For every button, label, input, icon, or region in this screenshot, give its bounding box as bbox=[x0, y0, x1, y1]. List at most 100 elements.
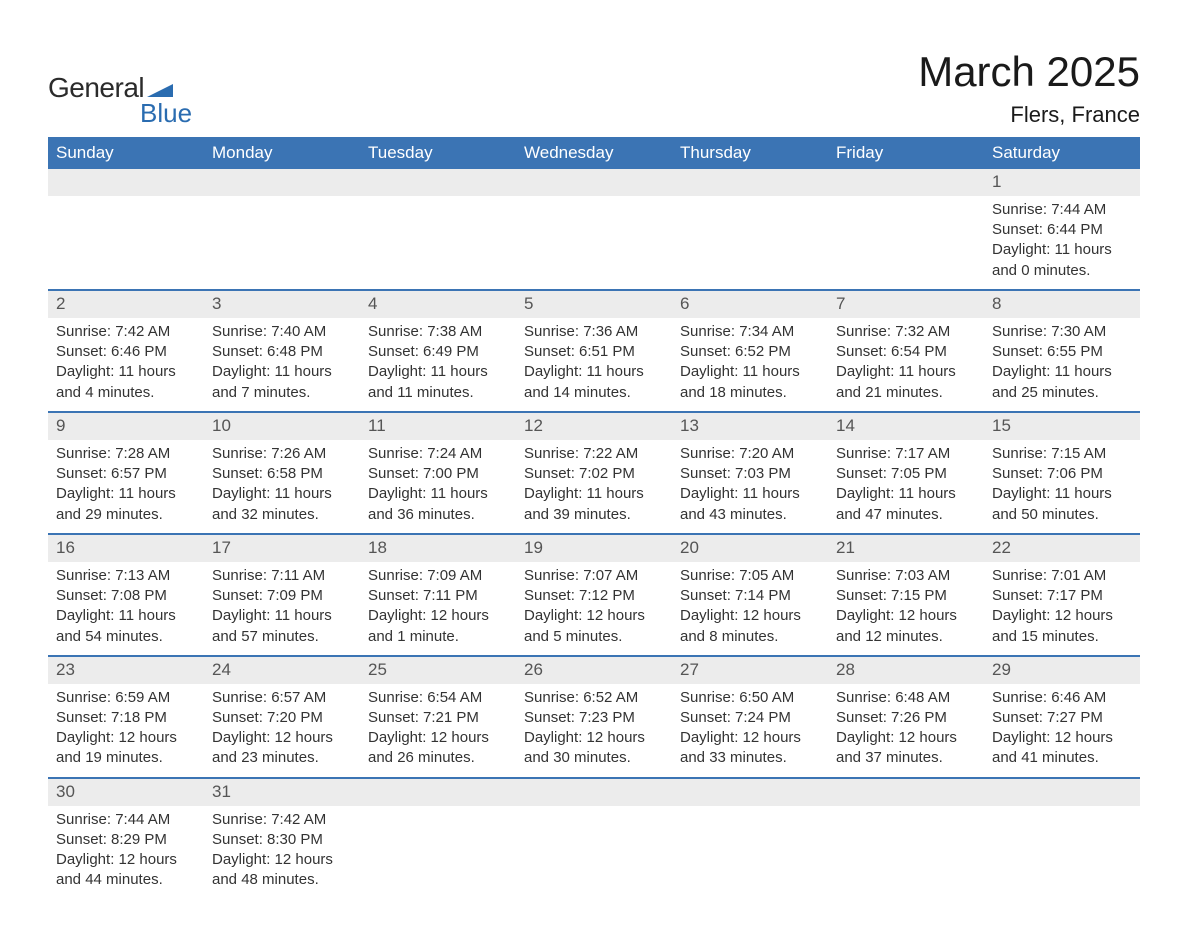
day-cell bbox=[204, 196, 360, 290]
day-detail-line: Daylight: 11 hours and 14 minutes. bbox=[524, 362, 664, 403]
day-number: 9 bbox=[48, 412, 204, 440]
day-cell: Sunrise: 7:11 AMSunset: 7:09 PMDaylight:… bbox=[204, 562, 360, 656]
day-cell: Sunrise: 7:42 AMSunset: 8:30 PMDaylight:… bbox=[204, 806, 360, 899]
day-detail-line: Sunrise: 7:34 AM bbox=[680, 322, 820, 342]
day-number bbox=[828, 778, 984, 806]
day-number bbox=[672, 778, 828, 806]
title-block: March 2025 Flers, France bbox=[918, 48, 1140, 128]
day-detail-line: Sunset: 6:49 PM bbox=[368, 342, 508, 362]
day-detail-line: Daylight: 12 hours and 44 minutes. bbox=[56, 850, 196, 891]
day-number bbox=[48, 169, 204, 196]
day-detail-line: Sunrise: 7:42 AM bbox=[212, 810, 352, 830]
day-number: 24 bbox=[204, 656, 360, 684]
day-detail-line: Daylight: 11 hours and 39 minutes. bbox=[524, 484, 664, 525]
day-number: 1 bbox=[984, 169, 1140, 196]
col-saturday: Saturday bbox=[984, 137, 1140, 169]
day-detail-line: Sunset: 6:54 PM bbox=[836, 342, 976, 362]
day-content-row: Sunrise: 7:13 AMSunset: 7:08 PMDaylight:… bbox=[48, 562, 1140, 656]
day-number bbox=[516, 778, 672, 806]
day-content-row: Sunrise: 7:42 AMSunset: 6:46 PMDaylight:… bbox=[48, 318, 1140, 412]
day-detail-line: Sunrise: 7:07 AM bbox=[524, 566, 664, 586]
day-detail-line: Sunrise: 7:24 AM bbox=[368, 444, 508, 464]
day-detail-line: Sunset: 7:00 PM bbox=[368, 464, 508, 484]
calendar-table: Sunday Monday Tuesday Wednesday Thursday… bbox=[48, 137, 1140, 899]
day-detail-line: Sunrise: 6:46 AM bbox=[992, 688, 1132, 708]
day-detail-line: Sunset: 7:27 PM bbox=[992, 708, 1132, 728]
day-detail-line: Sunrise: 7:22 AM bbox=[524, 444, 664, 464]
day-detail-line: Daylight: 12 hours and 12 minutes. bbox=[836, 606, 976, 647]
day-detail-line: Daylight: 11 hours and 11 minutes. bbox=[368, 362, 508, 403]
day-cell: Sunrise: 7:03 AMSunset: 7:15 PMDaylight:… bbox=[828, 562, 984, 656]
day-cell bbox=[516, 196, 672, 290]
day-number-row: 9101112131415 bbox=[48, 412, 1140, 440]
logo-text-blue: Blue bbox=[140, 98, 192, 129]
day-detail-line: Sunrise: 7:26 AM bbox=[212, 444, 352, 464]
day-number: 17 bbox=[204, 534, 360, 562]
day-cell: Sunrise: 6:50 AMSunset: 7:24 PMDaylight:… bbox=[672, 684, 828, 778]
day-number bbox=[672, 169, 828, 196]
day-detail-line: Daylight: 11 hours and 25 minutes. bbox=[992, 362, 1132, 403]
day-number: 12 bbox=[516, 412, 672, 440]
day-cell: Sunrise: 7:20 AMSunset: 7:03 PMDaylight:… bbox=[672, 440, 828, 534]
day-detail-line: Sunrise: 7:40 AM bbox=[212, 322, 352, 342]
day-detail-line: Sunset: 6:58 PM bbox=[212, 464, 352, 484]
day-number: 25 bbox=[360, 656, 516, 684]
day-cell: Sunrise: 7:36 AMSunset: 6:51 PMDaylight:… bbox=[516, 318, 672, 412]
day-detail-line: Daylight: 11 hours and 0 minutes. bbox=[992, 240, 1132, 281]
day-detail-line: Sunset: 6:46 PM bbox=[56, 342, 196, 362]
day-number bbox=[360, 169, 516, 196]
day-cell: Sunrise: 6:57 AMSunset: 7:20 PMDaylight:… bbox=[204, 684, 360, 778]
day-number: 6 bbox=[672, 290, 828, 318]
col-monday: Monday bbox=[204, 137, 360, 169]
day-number: 4 bbox=[360, 290, 516, 318]
day-detail-line: Sunset: 8:30 PM bbox=[212, 830, 352, 850]
day-cell: Sunrise: 7:15 AMSunset: 7:06 PMDaylight:… bbox=[984, 440, 1140, 534]
day-detail-line: Sunrise: 6:52 AM bbox=[524, 688, 664, 708]
day-detail-line: Sunset: 7:05 PM bbox=[836, 464, 976, 484]
day-number: 19 bbox=[516, 534, 672, 562]
day-detail-line: Sunrise: 7:15 AM bbox=[992, 444, 1132, 464]
day-detail-line: Daylight: 12 hours and 30 minutes. bbox=[524, 728, 664, 769]
day-detail-line: Sunset: 6:52 PM bbox=[680, 342, 820, 362]
logo-text-general: General bbox=[48, 72, 144, 104]
day-detail-line: Sunrise: 7:01 AM bbox=[992, 566, 1132, 586]
day-detail-line: Daylight: 11 hours and 21 minutes. bbox=[836, 362, 976, 403]
day-cell: Sunrise: 7:05 AMSunset: 7:14 PMDaylight:… bbox=[672, 562, 828, 656]
day-detail-line: Sunset: 6:57 PM bbox=[56, 464, 196, 484]
day-cell bbox=[48, 196, 204, 290]
day-detail-line: Sunrise: 7:03 AM bbox=[836, 566, 976, 586]
day-number: 16 bbox=[48, 534, 204, 562]
calendar-header-row: Sunday Monday Tuesday Wednesday Thursday… bbox=[48, 137, 1140, 169]
page-title: March 2025 bbox=[918, 48, 1140, 96]
day-number-row: 16171819202122 bbox=[48, 534, 1140, 562]
day-number bbox=[828, 169, 984, 196]
day-detail-line: Sunset: 7:21 PM bbox=[368, 708, 508, 728]
day-detail-line: Sunset: 6:44 PM bbox=[992, 220, 1132, 240]
col-tuesday: Tuesday bbox=[360, 137, 516, 169]
day-detail-line: Daylight: 11 hours and 43 minutes. bbox=[680, 484, 820, 525]
day-detail-line: Sunset: 8:29 PM bbox=[56, 830, 196, 850]
day-detail-line: Sunset: 7:03 PM bbox=[680, 464, 820, 484]
day-detail-line: Sunrise: 6:48 AM bbox=[836, 688, 976, 708]
day-number: 26 bbox=[516, 656, 672, 684]
day-detail-line: Sunrise: 7:28 AM bbox=[56, 444, 196, 464]
day-number: 8 bbox=[984, 290, 1140, 318]
day-cell: Sunrise: 7:44 AMSunset: 8:29 PMDaylight:… bbox=[48, 806, 204, 899]
day-number: 27 bbox=[672, 656, 828, 684]
day-number: 15 bbox=[984, 412, 1140, 440]
day-number bbox=[204, 169, 360, 196]
day-number: 23 bbox=[48, 656, 204, 684]
location-label: Flers, France bbox=[918, 102, 1140, 128]
logo: General Blue bbox=[48, 72, 192, 129]
day-cell: Sunrise: 7:32 AMSunset: 6:54 PMDaylight:… bbox=[828, 318, 984, 412]
day-detail-line: Sunrise: 7:32 AM bbox=[836, 322, 976, 342]
day-detail-line: Daylight: 12 hours and 19 minutes. bbox=[56, 728, 196, 769]
day-detail-line: Daylight: 12 hours and 23 minutes. bbox=[212, 728, 352, 769]
day-detail-line: Daylight: 12 hours and 15 minutes. bbox=[992, 606, 1132, 647]
day-cell: Sunrise: 7:09 AMSunset: 7:11 PMDaylight:… bbox=[360, 562, 516, 656]
day-number-row: 1 bbox=[48, 169, 1140, 196]
day-number: 2 bbox=[48, 290, 204, 318]
day-detail-line: Sunset: 6:51 PM bbox=[524, 342, 664, 362]
day-cell: Sunrise: 7:28 AMSunset: 6:57 PMDaylight:… bbox=[48, 440, 204, 534]
day-cell: Sunrise: 6:59 AMSunset: 7:18 PMDaylight:… bbox=[48, 684, 204, 778]
